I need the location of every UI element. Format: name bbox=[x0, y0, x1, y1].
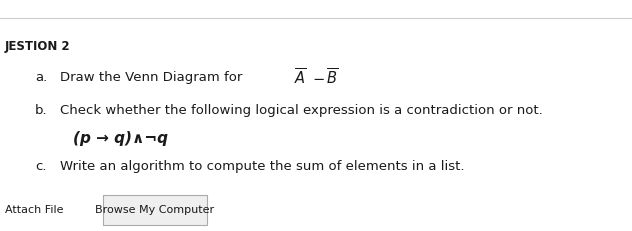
Text: Draw the Venn Diagram for: Draw the Venn Diagram for bbox=[60, 71, 246, 84]
FancyBboxPatch shape bbox=[102, 195, 207, 225]
Text: $\overline{A}$: $\overline{A}$ bbox=[294, 67, 307, 88]
Text: a.: a. bbox=[35, 71, 47, 84]
Text: Write an algorithm to compute the sum of elements in a list.: Write an algorithm to compute the sum of… bbox=[60, 160, 465, 173]
Text: $-$: $-$ bbox=[312, 70, 324, 85]
Text: Browse My Computer: Browse My Computer bbox=[95, 205, 214, 215]
Text: JESTION 2: JESTION 2 bbox=[5, 40, 71, 53]
Text: $\overline{B}$: $\overline{B}$ bbox=[326, 67, 338, 88]
Text: (p → q)∧¬q: (p → q)∧¬q bbox=[73, 131, 167, 146]
Text: Check whether the following logical expression is a contradiction or not.: Check whether the following logical expr… bbox=[60, 104, 543, 117]
Text: c.: c. bbox=[35, 160, 46, 173]
Text: b.: b. bbox=[35, 104, 47, 117]
Text: Attach File: Attach File bbox=[5, 205, 64, 215]
